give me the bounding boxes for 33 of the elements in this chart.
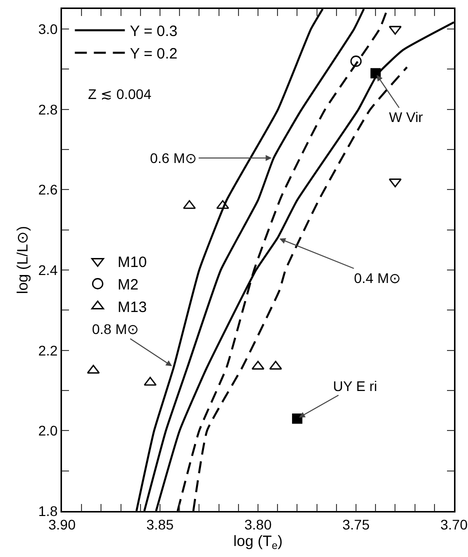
y-tick-label: 2.0 <box>38 422 58 439</box>
annotation: W Vir <box>389 109 424 125</box>
y-axis-title: log (L/L⊙) <box>14 226 32 294</box>
y-tick-label: 2.4 <box>38 262 58 278</box>
y-tick-label: 2.2 <box>38 342 58 358</box>
point <box>86 364 100 374</box>
point <box>370 68 381 78</box>
annotation: 0.8 M⊙ <box>92 321 140 337</box>
legend-label: M10 <box>118 254 147 272</box>
x-tick-label: 3.85 <box>146 516 174 532</box>
legend-label: Y = 0.3 <box>130 23 178 40</box>
x-axis-title: log (T$_{e}$) <box>233 533 283 552</box>
x-tick-label: 3.90 <box>48 516 76 532</box>
annotation: 0.4 M⊙ <box>354 270 402 286</box>
annotation: UY E ri <box>333 378 378 394</box>
point <box>252 360 264 370</box>
x-tick-label: 3.70 <box>440 516 468 532</box>
x-tick-label: 3.75 <box>342 516 370 532</box>
legend-label: Y = 0.2 <box>130 46 178 63</box>
point <box>292 413 302 424</box>
x-tick-label: 3.80 <box>244 516 272 532</box>
point <box>388 26 402 35</box>
legend-label: M13 <box>118 299 147 316</box>
point <box>350 56 362 67</box>
y-tick-label: 2.6 <box>38 182 58 198</box>
point <box>269 360 282 370</box>
legend-label: M2 <box>118 276 139 294</box>
annotation: Z ≲ 0.004 <box>88 86 152 102</box>
y-tick-label: 2.8 <box>38 101 58 118</box>
y-tick-label: 3.0 <box>38 20 58 37</box>
y-tick-label: 1.8 <box>38 502 58 519</box>
point <box>144 376 157 386</box>
annotation: 0.6 M⊙ <box>150 150 198 166</box>
